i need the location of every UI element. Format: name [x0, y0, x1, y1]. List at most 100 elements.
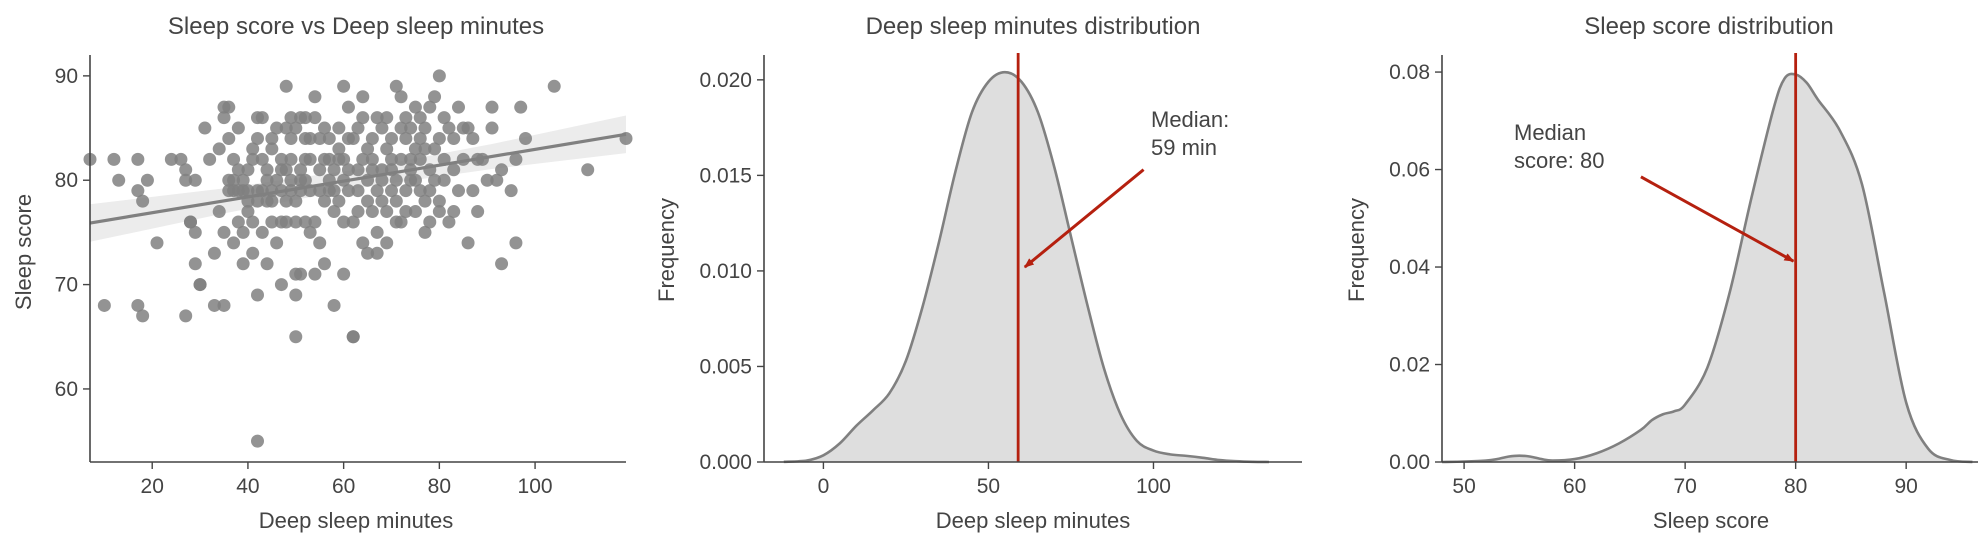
scatter-point [365, 205, 379, 219]
scatter-point [313, 236, 327, 250]
scatter-point [298, 215, 312, 229]
scatter-point [432, 131, 446, 145]
panel1-regression [89, 132, 627, 225]
scatter-point [303, 152, 317, 166]
scatter-point [351, 184, 365, 198]
scatter-point [313, 131, 327, 145]
scatter-point [284, 111, 298, 125]
scatter-point [375, 194, 389, 208]
scatter-point [428, 90, 442, 104]
scatter-point [423, 215, 437, 229]
scatter-point [466, 131, 480, 145]
scatter-point [188, 225, 202, 239]
scatter-point [394, 90, 408, 104]
scatter-point [241, 205, 255, 219]
scatter-point [437, 173, 451, 187]
scatter-point [179, 309, 193, 323]
panel1-xtick-label: 40 [236, 475, 259, 498]
scatter-point [236, 173, 250, 187]
scatter-point [327, 184, 341, 198]
scatter-point [222, 131, 236, 145]
scatter-point [370, 184, 384, 198]
scatter-point [370, 246, 384, 260]
panel2-ytick-label: 0.015 [699, 164, 752, 187]
scatter-point [432, 205, 446, 219]
scatter-point [413, 111, 427, 125]
scatter-point [408, 100, 422, 114]
scatter-point [327, 163, 341, 177]
panel-scatter: Sleep score vs Deep sleep minutes Deep s… [11, 13, 633, 533]
panel2-ytick-label: 0.005 [699, 355, 752, 378]
scatter-point [346, 215, 360, 229]
median-arrow [1023, 168, 1145, 269]
panel3-xtick-label: 70 [1673, 475, 1696, 498]
scatter-point [279, 163, 293, 177]
scatter-point [365, 163, 379, 177]
scatter-point [308, 215, 322, 229]
scatter-point [408, 205, 422, 219]
scatter-point [509, 152, 523, 166]
scatter-point [418, 121, 432, 135]
scatter-point [227, 173, 241, 187]
scatter-point [174, 152, 188, 166]
scatter-point [466, 184, 480, 198]
scatter-point [442, 121, 456, 135]
scatter-point [322, 152, 336, 166]
panel1-ytick-label: 80 [55, 169, 78, 192]
scatter-point [418, 225, 432, 239]
scatter-point [260, 173, 274, 187]
panel2-xlabel: Deep sleep minutes [936, 508, 1130, 533]
scatter-point [385, 131, 398, 145]
scatter-point [246, 142, 260, 156]
scatter-point [265, 194, 279, 208]
kde-fill [1442, 73, 1973, 463]
scatter-point [447, 131, 461, 145]
scatter-point [413, 184, 427, 198]
scatter-point [380, 236, 394, 250]
scatter-point [251, 288, 264, 302]
scatter-point [112, 173, 126, 187]
panel3-xtick-label: 80 [1784, 475, 1807, 498]
scatter-point [255, 225, 269, 239]
scatter-point [236, 257, 250, 271]
scatter-point [351, 205, 365, 219]
scatter-point [241, 163, 255, 177]
scatter-point [298, 111, 312, 125]
scatter-point [179, 163, 193, 177]
scatter-point [399, 111, 413, 125]
scatter-point [289, 215, 303, 229]
scatter-point [107, 152, 121, 166]
scatter-point [461, 236, 475, 250]
panel3-title: Sleep score distribution [1584, 13, 1833, 40]
scatter-point [327, 205, 341, 219]
scatter-point [274, 278, 288, 292]
scatter-point [385, 184, 398, 198]
scatter-point [432, 194, 446, 208]
scatter-point [399, 205, 413, 219]
panel-sleep-score-distribution: Sleep score distribution Sleep score Fre… [1344, 13, 1978, 533]
scatter-point [284, 152, 298, 166]
scatter-point [198, 121, 212, 135]
scatter-point [332, 194, 346, 208]
panel3-ylabel: Frequency [1344, 198, 1369, 302]
scatter-point [461, 121, 475, 135]
scatter-point [318, 257, 331, 271]
scatter-point [284, 131, 298, 145]
kde-line [783, 70, 1270, 464]
scatter-point [404, 121, 418, 135]
scatter-point [131, 298, 145, 312]
scatter-point [495, 163, 509, 177]
scatter-point [279, 194, 293, 208]
scatter-point [341, 184, 355, 198]
scatter-point [246, 246, 260, 260]
scatter-point [547, 79, 561, 93]
scatter-point [207, 246, 221, 260]
scatter-point [313, 163, 327, 177]
scatter-point [227, 236, 241, 250]
scatter-point [380, 205, 394, 219]
scatter-point [480, 173, 494, 187]
scatter-point [265, 131, 279, 145]
scatter-point [485, 121, 499, 135]
panel1-xtick-label: 20 [141, 475, 164, 498]
scatter-point [394, 121, 408, 135]
